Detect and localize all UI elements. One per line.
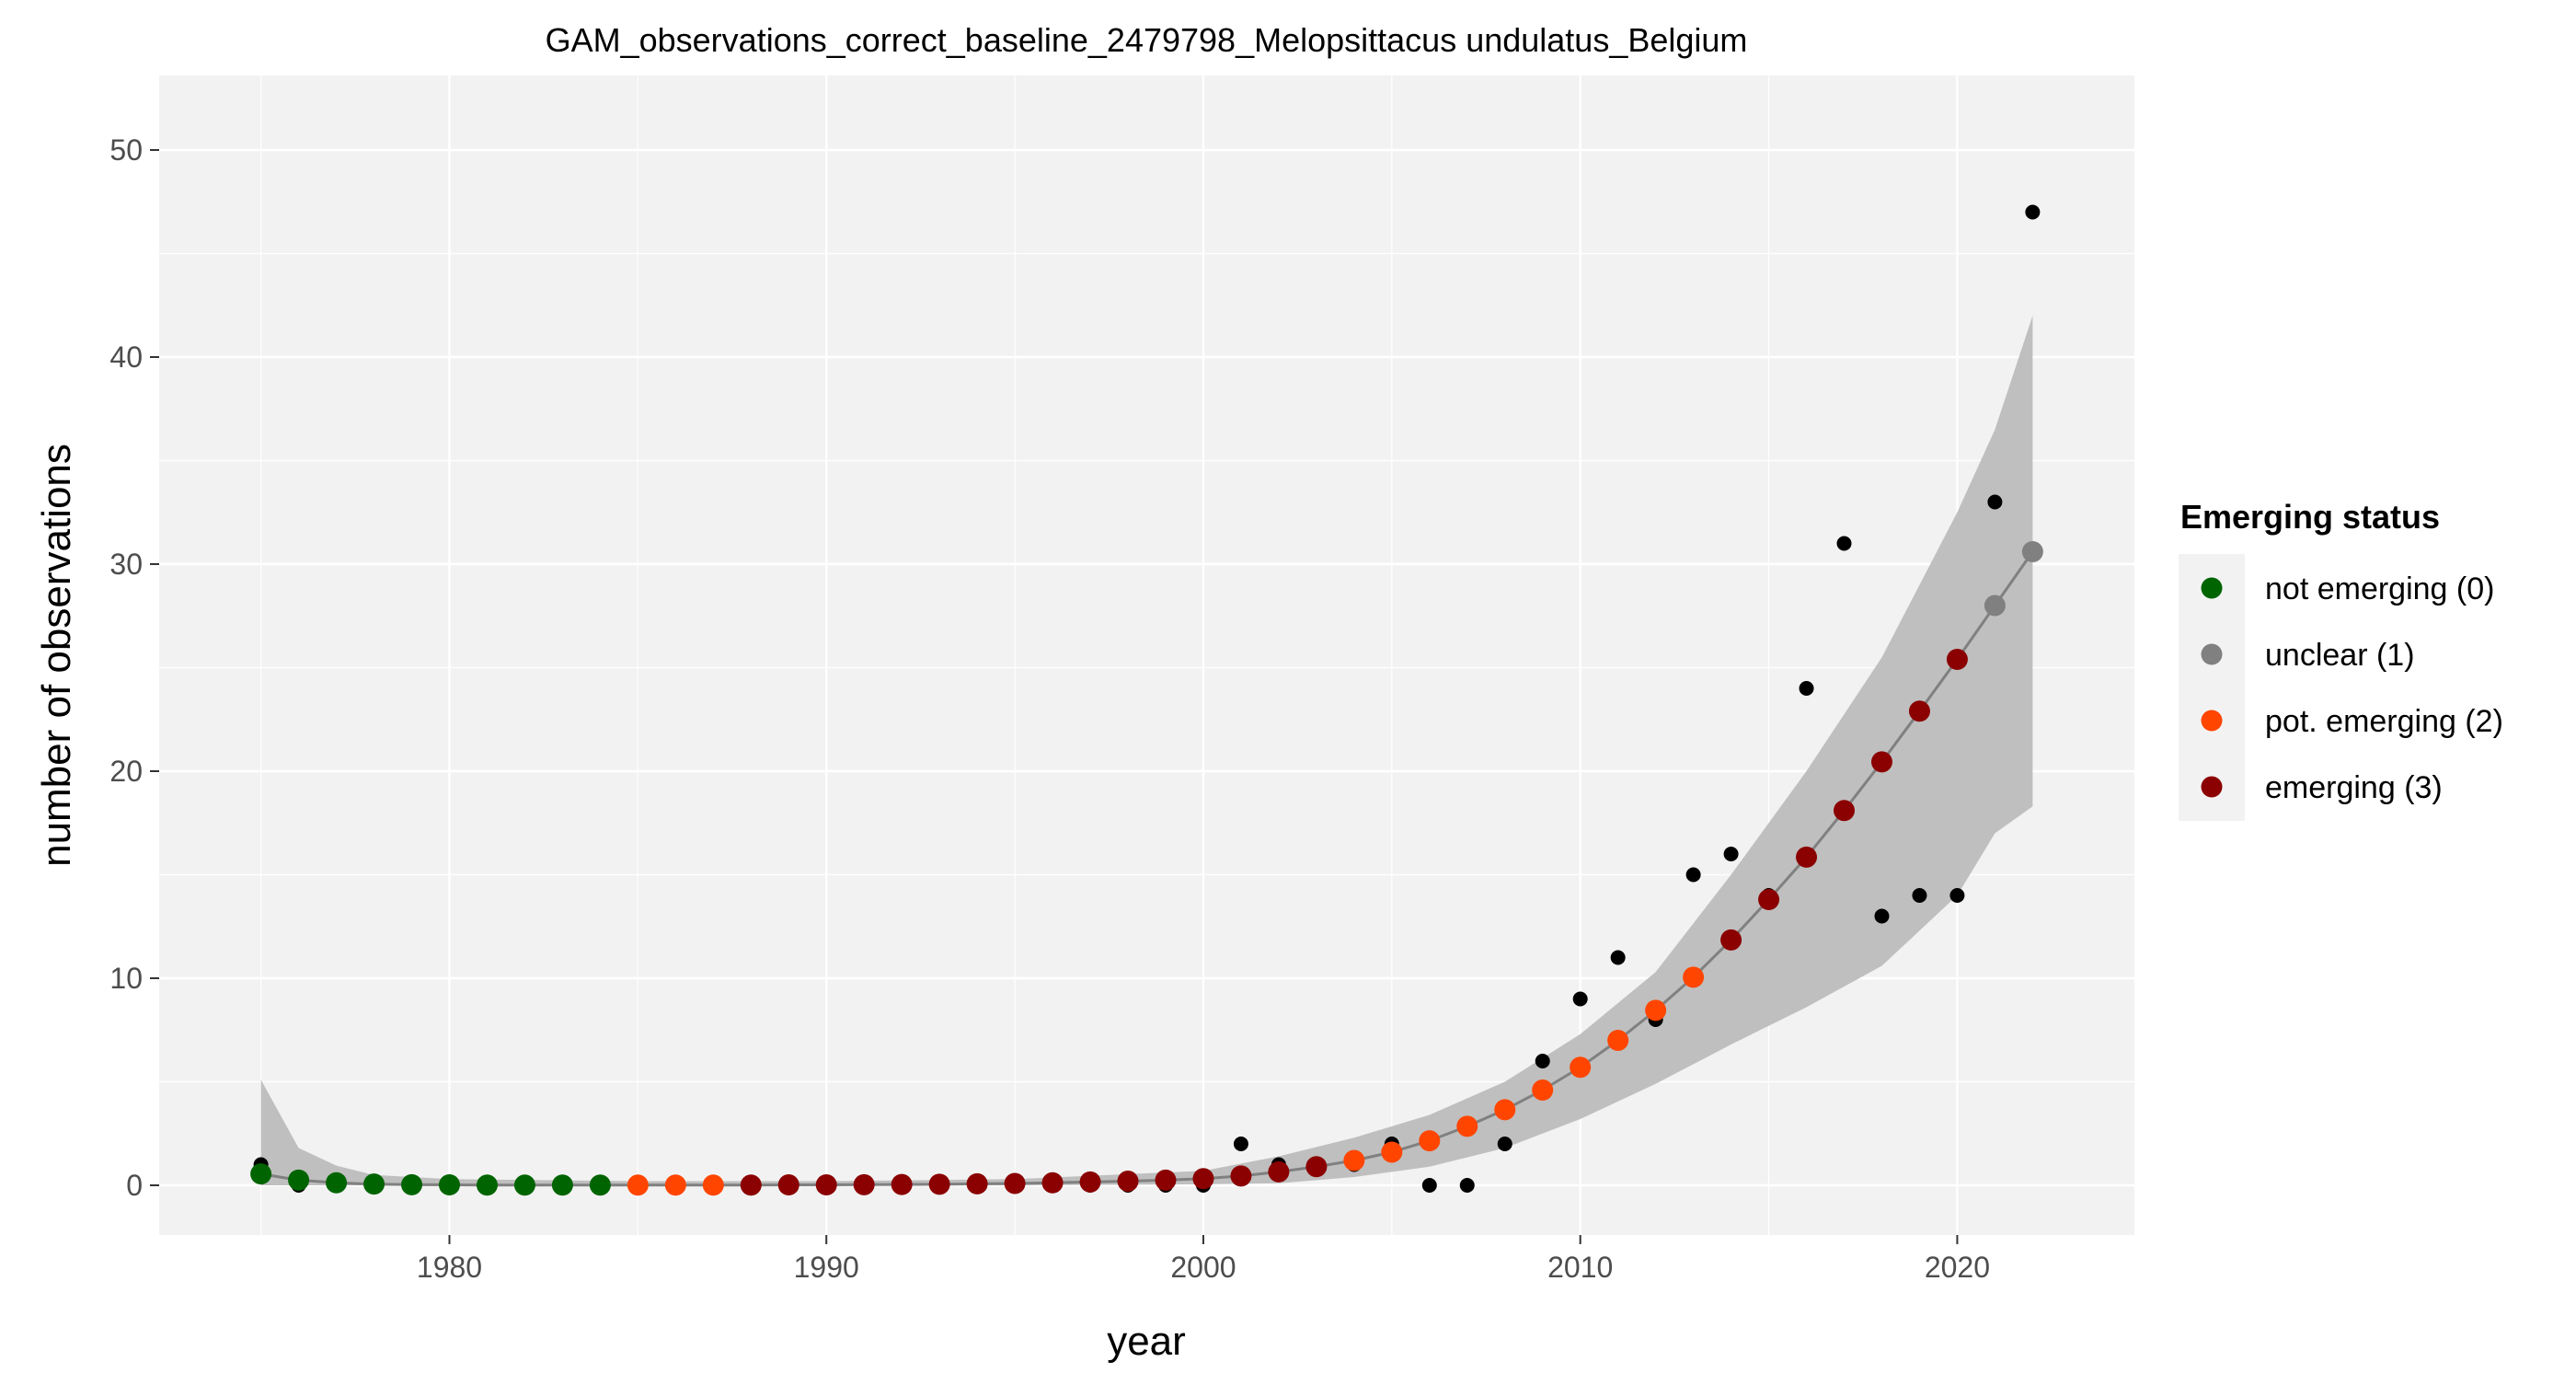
fitted-point bbox=[288, 1169, 310, 1191]
legend-key bbox=[2201, 776, 2223, 798]
fitted-point bbox=[250, 1163, 272, 1185]
legend-key bbox=[2201, 577, 2223, 599]
legend-key bbox=[2201, 710, 2223, 732]
x-tick-label: 2000 bbox=[1170, 1251, 1236, 1284]
fitted-point bbox=[1004, 1172, 1026, 1195]
fitted-point bbox=[1570, 1056, 1592, 1079]
legend: Emerging status not emerging (0) unclear … bbox=[2179, 498, 2503, 821]
y-tick-label: 0 bbox=[126, 1169, 143, 1202]
fitted-point bbox=[1870, 751, 1892, 773]
x-tick-label: 2020 bbox=[1925, 1251, 1990, 1284]
observed-point bbox=[1912, 888, 1927, 903]
plot-panel bbox=[159, 75, 2134, 1235]
fitted-point bbox=[853, 1173, 875, 1195]
fitted-point bbox=[702, 1174, 724, 1196]
fitted-point bbox=[627, 1174, 649, 1196]
fitted-point bbox=[1192, 1168, 1214, 1190]
fitted-point bbox=[1758, 889, 1780, 910]
fitted-point bbox=[1381, 1141, 1403, 1163]
fitted-point bbox=[1607, 1030, 1629, 1051]
fitted-point bbox=[2021, 541, 2043, 562]
observed-point bbox=[1421, 1178, 1437, 1193]
axis-ticks: 1980 1990 2000 2010 2020 0 10 20 30 40 50 bbox=[109, 133, 1990, 1284]
fitted-point bbox=[1720, 929, 1742, 951]
legend-label: emerging (3) bbox=[2265, 770, 2443, 805]
fitted-point bbox=[1796, 846, 1818, 868]
observed-point bbox=[1572, 991, 1588, 1007]
fitted-point bbox=[1946, 649, 1968, 670]
x-tick-label: 1990 bbox=[794, 1251, 859, 1284]
fitted-point bbox=[1041, 1171, 1064, 1194]
observed-point bbox=[1233, 1137, 1248, 1151]
fitted-point bbox=[513, 1174, 535, 1196]
fitted-point bbox=[438, 1174, 460, 1196]
x-axis-label: year bbox=[1107, 1319, 1186, 1364]
fitted-point bbox=[1117, 1171, 1139, 1192]
y-axis-label: number of observations bbox=[34, 444, 79, 867]
observed-point bbox=[1836, 536, 1852, 551]
fitted-point bbox=[1079, 1171, 1101, 1193]
fitted-point bbox=[815, 1174, 837, 1196]
y-tick-label: 30 bbox=[109, 548, 143, 581]
fitted-point bbox=[1456, 1115, 1478, 1137]
fitted-point bbox=[664, 1174, 686, 1196]
fitted-point bbox=[1908, 700, 1930, 722]
observed-point bbox=[1685, 867, 1701, 883]
observed-point bbox=[1459, 1178, 1475, 1193]
fitted-point bbox=[1532, 1079, 1554, 1101]
observed-point bbox=[1949, 888, 1965, 903]
x-tick-label: 2010 bbox=[1547, 1251, 1613, 1284]
fitted-point bbox=[551, 1174, 573, 1196]
fitted-point bbox=[1155, 1169, 1177, 1191]
observed-point bbox=[1535, 1054, 1550, 1068]
fitted-point bbox=[1683, 966, 1705, 988]
observed-point bbox=[1497, 1137, 1512, 1151]
observed-point bbox=[1610, 950, 1626, 965]
y-tick-label: 10 bbox=[109, 962, 143, 995]
legend-label: unclear (1) bbox=[2265, 638, 2415, 673]
fitted-point bbox=[1494, 1099, 1516, 1121]
x-tick-label: 1980 bbox=[417, 1251, 482, 1284]
legend-label: not emerging (0) bbox=[2265, 571, 2494, 606]
observed-point bbox=[2025, 204, 2041, 220]
fitted-point bbox=[476, 1174, 498, 1196]
fitted-point bbox=[1343, 1149, 1365, 1171]
fitted-point bbox=[363, 1173, 385, 1195]
observed-point bbox=[1874, 908, 1890, 924]
fitted-point bbox=[1834, 800, 1856, 822]
fitted-point bbox=[589, 1174, 611, 1196]
legend-key bbox=[2201, 643, 2223, 665]
fitted-point bbox=[1419, 1130, 1441, 1152]
chart-title: GAM_observations_correct_baseline_247979… bbox=[546, 21, 1748, 59]
legend-title: Emerging status bbox=[2180, 498, 2440, 536]
y-tick-label: 40 bbox=[109, 340, 143, 374]
fitted-point bbox=[1984, 594, 2006, 617]
fitted-point bbox=[1645, 999, 1667, 1021]
fitted-point bbox=[891, 1173, 913, 1195]
fitted-point bbox=[966, 1172, 988, 1195]
fitted-point bbox=[1230, 1165, 1252, 1187]
fitted-point bbox=[401, 1173, 423, 1195]
observed-point bbox=[1723, 847, 1739, 861]
y-tick-label: 20 bbox=[109, 755, 143, 788]
legend-label: pot. emerging (2) bbox=[2265, 704, 2503, 739]
fitted-points bbox=[250, 541, 2043, 1196]
fitted-point bbox=[740, 1174, 762, 1196]
observed-point bbox=[1799, 681, 1814, 696]
observed-point bbox=[1987, 494, 2003, 510]
fitted-point bbox=[777, 1174, 799, 1196]
fitted-point bbox=[326, 1171, 348, 1194]
fitted-point bbox=[1305, 1156, 1328, 1178]
fitted-point bbox=[1268, 1160, 1290, 1183]
y-tick-label: 50 bbox=[109, 133, 143, 167]
fitted-point bbox=[928, 1173, 950, 1195]
